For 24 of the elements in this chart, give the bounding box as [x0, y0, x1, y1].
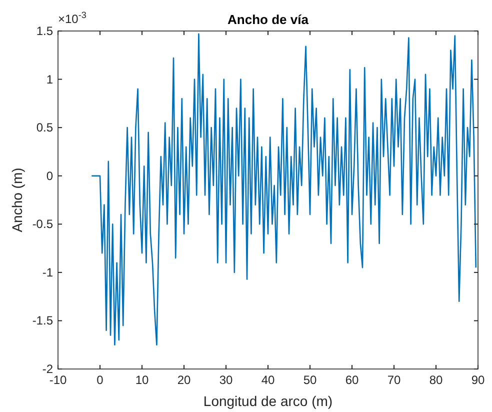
y-tick-label: 0.5	[36, 120, 54, 135]
line-series	[90, 33, 477, 346]
x-tick-label: 90	[471, 373, 485, 387]
x-tick-label: 20	[177, 373, 191, 387]
y-tick-label: 1.5	[36, 24, 54, 38]
x-tick-label: 30	[219, 373, 233, 387]
y-tick-label: 1	[46, 72, 54, 86]
text: ×10$^{-3}$	[58, 10, 86, 26]
x-tick-label: 40	[261, 373, 275, 387]
x-axis-title: Longitud de arco (m)	[203, 393, 333, 409]
y-axis-title: Ancho (m)	[9, 168, 25, 232]
x-tick-label: 50	[303, 373, 317, 387]
x-tick-label: 10	[135, 373, 149, 387]
y-tick-label: -0.5	[32, 217, 54, 232]
x-tick-label: 60	[345, 373, 359, 387]
y-tick-label: 0	[46, 168, 54, 183]
x-tick-label: 70	[387, 373, 401, 387]
x-tick-label: 0	[96, 373, 104, 387]
x-tick-label: -10	[49, 373, 67, 387]
y-tick-label: -2	[42, 362, 54, 376]
y-tick-label: -1.5	[32, 314, 54, 328]
chart-title: Ancho de vía	[228, 12, 310, 27]
x-tick-label: 80	[429, 373, 443, 387]
y-tick-label: -1	[42, 265, 54, 280]
